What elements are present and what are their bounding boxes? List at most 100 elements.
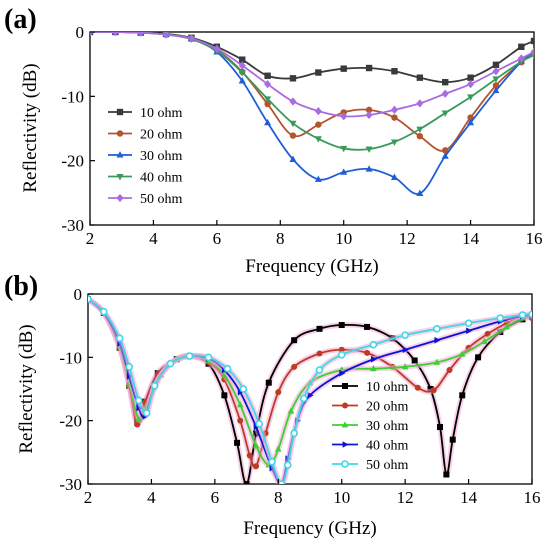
legend-entry-b: 50 ohm [332,458,409,473]
series-clip-b [88,295,532,484]
data-point [390,173,398,180]
data-point [370,365,377,372]
data-point [315,366,324,374]
data-point [264,96,272,103]
legend-label: 50 ohm [366,458,409,473]
y-tick-label-b: -20 [59,412,82,431]
data-point [402,346,409,354]
data-point [401,363,409,370]
data-point [275,389,282,396]
legend-label: 10 ohm [366,380,409,395]
data-point [530,37,534,45]
legend-label: 50 ohm [140,192,183,207]
data-point [238,61,246,70]
data-point [443,471,450,478]
data-point [239,56,246,63]
data-point [446,367,453,373]
data-point [134,421,141,428]
data-point [289,132,297,139]
data-point [291,337,298,344]
data-point [264,72,271,79]
legend-marker [342,383,348,389]
data-point [204,353,213,362]
legend-entry-a: 40 ohm [108,171,183,186]
data-point [464,319,473,327]
y-axis-title-a: Reflectivity (dB) [20,63,41,192]
data-point [467,94,475,101]
data-point [264,100,271,108]
legend-marker [342,402,348,409]
data-point [391,114,398,121]
data-point [518,311,527,319]
data-point [252,442,260,449]
legend-marker [116,193,124,203]
data-point [125,363,134,371]
data-point [401,331,409,339]
data-point [340,65,347,72]
data-point [434,336,441,344]
data-point [528,310,532,319]
legend-marker [341,421,349,428]
data-point [314,106,322,116]
y-tick-label-a: 0 [76,23,85,42]
data-point [238,69,246,77]
data-point [411,357,418,364]
data-point [142,409,151,417]
data-point [467,79,475,89]
x-tick-label-a: 10 [335,229,352,248]
data-point [416,189,424,197]
data-point [442,147,449,154]
data-point [467,114,474,121]
y-tick-label-a: -10 [61,87,84,106]
data-point [365,64,373,72]
series-a-50-ohm [90,32,534,121]
data-point [416,133,424,140]
panel-a: (a) 2 4 6 8 10 12 14 16 0 -10 -20 -30 Frequency (GH… [4,4,543,277]
data-point [517,54,525,63]
data-point [111,32,119,37]
panel-b: (b) 2 4 6 8 10 12 14 16 0 -10 -20 -30 Frequency (GH… [4,271,541,539]
data-point [316,325,323,332]
x-axis-title-a: Frequency (GHz) [245,256,378,277]
plot-area-a [89,31,535,226]
data-point [458,350,466,357]
legend-entry-a: 10 ohm [108,106,183,121]
data-point [187,34,196,43]
data-point [530,47,534,57]
data-point [290,429,298,438]
data-point [221,392,228,399]
data-point [371,355,378,363]
series-b-50-ohm [88,295,532,484]
data-point [340,145,348,153]
data-point [90,32,94,37]
legend-entry-b: 10 ohm [332,380,409,395]
panel-label-a: (a) [4,4,37,35]
data-point [503,323,510,330]
data-point [430,387,437,394]
data-point [185,352,194,360]
data-point [289,155,297,162]
data-point [274,445,282,452]
series-a-10-ohm [90,32,534,86]
y-tick-label-a: -20 [61,152,84,171]
data-point [115,334,124,343]
x-tick-label-b: 16 [524,488,541,507]
data-point [492,82,500,89]
data-point [162,32,170,39]
legend-label: 20 ohm [366,400,409,415]
data-point [492,86,500,94]
x-tick-label-a: 4 [149,229,158,248]
x-tick-label-a: 14 [462,229,480,248]
data-point [433,358,441,365]
data-point [437,424,444,430]
data-point [223,364,232,373]
data-point [134,396,143,405]
data-point [307,392,314,399]
x-tick-label-a: 12 [399,229,416,248]
data-point [314,136,322,143]
data-point [441,152,449,159]
legend-marker [116,173,124,181]
data-point [442,78,449,86]
x-tick-label-b: 6 [211,488,220,507]
